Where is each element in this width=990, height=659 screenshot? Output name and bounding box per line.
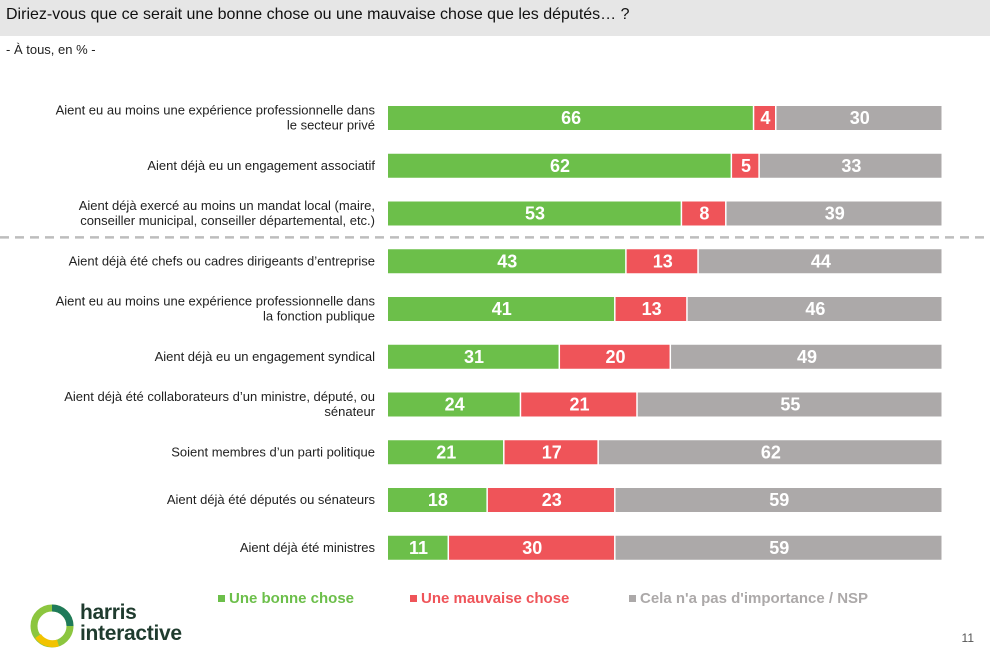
bar-segment-bad [521, 392, 637, 417]
legend-item-good: Une bonne chose [218, 590, 354, 607]
bar-segment-neutral [759, 153, 942, 178]
bar-value-bad: 17 [542, 442, 562, 462]
bar-value-good: 53 [525, 204, 545, 224]
bar-segment-bad [626, 249, 698, 274]
bar-segment-neutral [637, 392, 942, 417]
bar-value-bad: 5 [741, 156, 751, 176]
legend-swatch-good [218, 594, 225, 602]
bar-segment-good [388, 201, 681, 226]
bar-value-neutral: 62 [761, 442, 781, 462]
bar-segment-good [388, 249, 626, 274]
bar-value-bad: 13 [642, 299, 662, 319]
bar-value-neutral: 33 [841, 156, 861, 176]
page-number: 11 [961, 631, 974, 645]
category-label: Aient eu au moins une expérience profess… [56, 103, 376, 133]
bar-value-bad: 20 [606, 347, 626, 367]
bar-value-bad: 30 [522, 538, 542, 558]
bar-segment-neutral [615, 535, 942, 560]
bar-value-good: 31 [464, 347, 484, 367]
bar-value-good: 66 [561, 108, 581, 128]
category-label: Aient déjà été députés ou sénateurs [167, 492, 376, 507]
legend-item-neutral: Cela n'a pas d'importance / NSP [629, 590, 868, 607]
bar-segment-neutral [776, 106, 942, 130]
legend-swatch-neutral [629, 594, 636, 602]
bar-value-neutral: 49 [797, 347, 817, 367]
bar-segment-good [388, 392, 520, 417]
bar-segment-bad [487, 488, 615, 512]
legend: Une bonne chose Une mauvaise chose Cela … [0, 590, 990, 610]
bar-segment-neutral [698, 249, 942, 274]
bar-segment-bad [615, 297, 687, 321]
bar-value-good: 24 [445, 395, 465, 415]
category-label: Aient déjà été collaborateurs d’un minis… [64, 389, 375, 419]
harris-logo-icon [30, 604, 74, 648]
bar-segment-good [388, 440, 504, 465]
bar-value-good: 18 [428, 490, 448, 510]
legend-label-good: Une bonne chose [229, 590, 355, 607]
bar-value-good: 62 [550, 156, 570, 176]
bar-segment-good [388, 297, 615, 321]
bar-value-neutral: 39 [825, 204, 845, 224]
bar-value-good: 11 [409, 538, 428, 558]
brand-wordmark: harris interactive [80, 602, 182, 644]
bar-segment-bad [682, 201, 726, 226]
bar-segment-bad [732, 153, 759, 178]
bar-value-neutral: 30 [850, 108, 870, 128]
bar-value-bad: 13 [653, 251, 673, 271]
bar-value-neutral: 46 [805, 299, 825, 319]
stacked-bar-chart: Aient eu au moins une expérience profess… [0, 103, 990, 560]
category-label: Aient déjà eu un engagement syndical [155, 349, 376, 364]
brand-line-1: harris [80, 601, 137, 624]
legend-item-bad: Une mauvaise chose [410, 590, 569, 607]
bar-segment-good [388, 535, 448, 560]
bar-value-good: 41 [492, 299, 512, 319]
bar-segment-bad [754, 106, 775, 130]
brand-line-2: interactive [80, 622, 182, 645]
category-label: Aient déjà exercé au moins un mandat loc… [79, 198, 375, 228]
category-label: Aient déjà été ministres [240, 540, 376, 555]
bar-segment-bad [560, 344, 670, 369]
bar-value-bad: 21 [569, 395, 589, 415]
bar-segment-bad [449, 535, 615, 560]
legend-label-neutral: Cela n'a pas d'importance / NSP [640, 590, 869, 607]
bar-segment-good [388, 488, 487, 512]
bar-segment-neutral [598, 440, 942, 465]
bar-value-bad: 4 [760, 108, 770, 128]
legend-swatch-bad [410, 594, 417, 602]
bar-segment-bad [504, 440, 598, 465]
category-label: Aient eu au moins une expérience profess… [56, 294, 376, 324]
bar-segment-neutral [687, 297, 942, 321]
bar-value-neutral: 59 [769, 490, 789, 510]
category-label: Aient déjà eu un engagement associatif [147, 158, 375, 173]
header-band: Diriez-vous que ce serait une bonne chos… [0, 0, 990, 36]
bar-value-neutral: 44 [811, 251, 831, 271]
category-label: Soient membres d’un parti politique [171, 444, 375, 459]
bar-segment-good [388, 106, 753, 130]
bar-value-good: 21 [436, 442, 456, 462]
bar-segment-good [388, 344, 559, 369]
bar-value-bad: 23 [542, 490, 562, 510]
legend-label-bad: Une mauvaise chose [421, 590, 570, 607]
bar-segment-neutral [671, 344, 942, 369]
bar-value-neutral: 55 [780, 395, 800, 415]
chart-title: Diriez-vous que ce serait une bonne chos… [6, 6, 630, 23]
bar-value-neutral: 59 [769, 538, 789, 558]
bar-value-bad: 8 [699, 204, 709, 224]
bar-segment-neutral [615, 488, 942, 512]
category-label: Aient déjà été chefs ou cadres dirigeant… [69, 253, 375, 268]
bar-segment-good [388, 153, 731, 178]
bar-value-good: 43 [497, 251, 517, 271]
chart-subtitle: - À tous, en % - [6, 42, 96, 57]
bar-segment-neutral [726, 201, 942, 226]
